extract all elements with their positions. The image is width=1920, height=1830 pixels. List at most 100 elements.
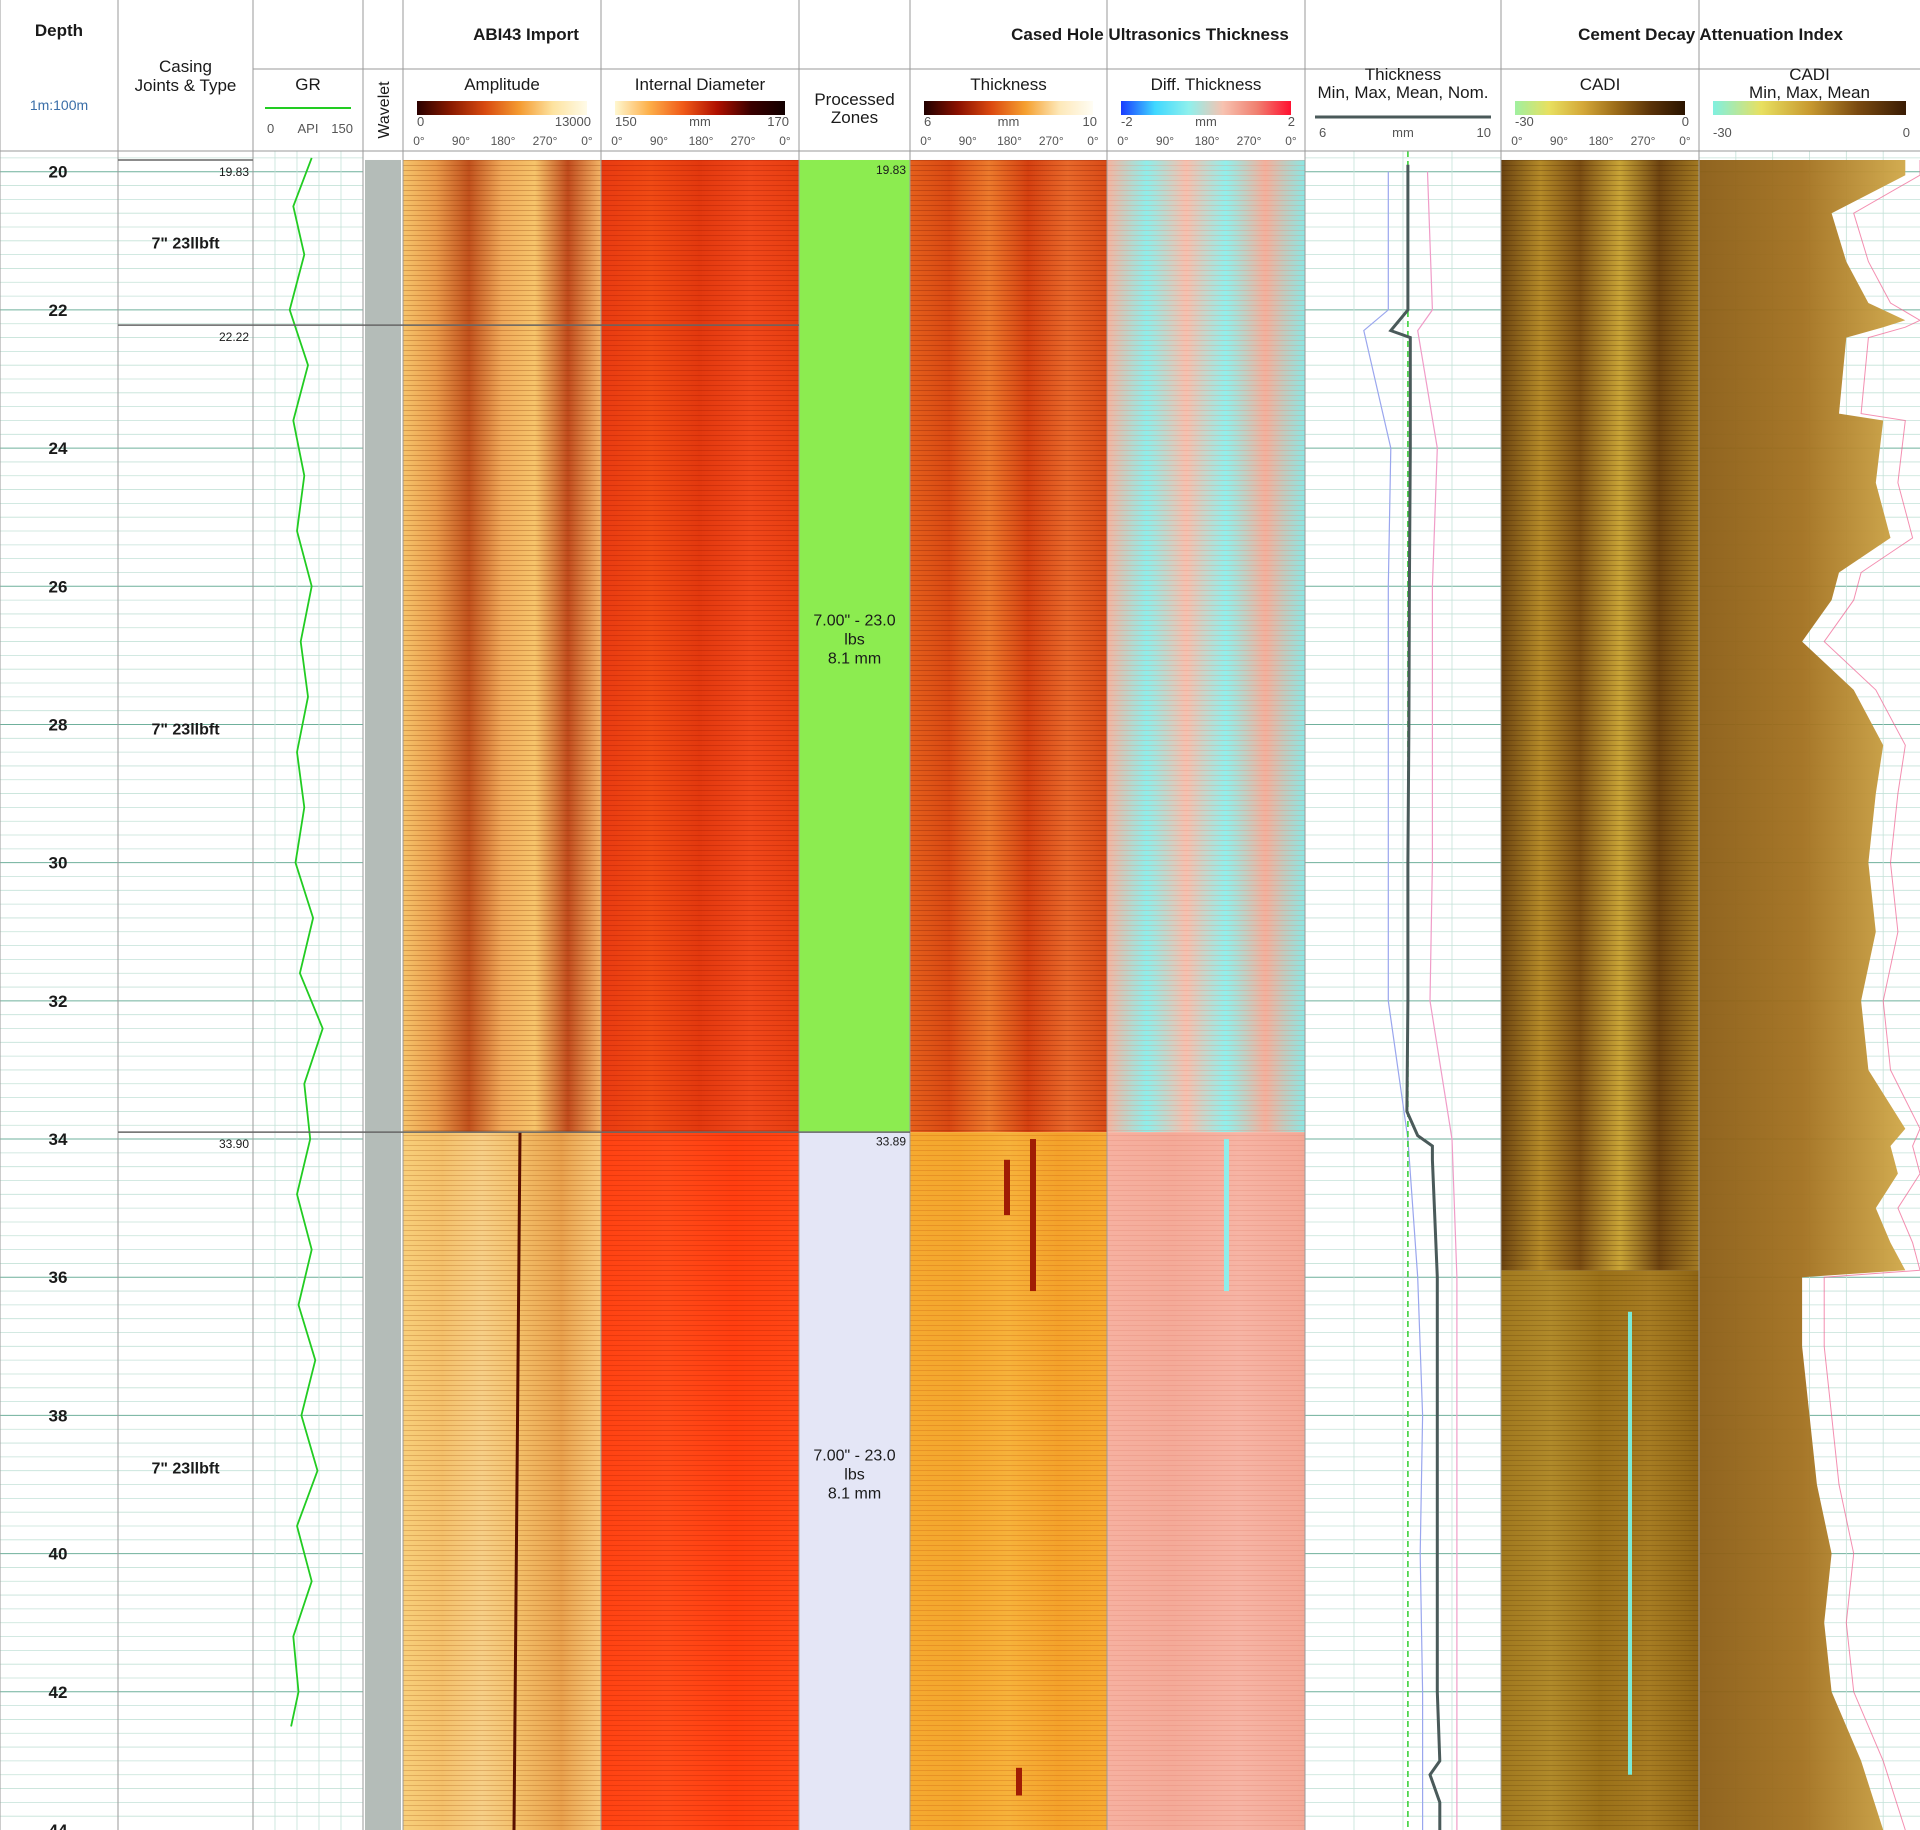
wavelet-fill (365, 159, 401, 1830)
thickness-image-upper-texture (910, 159, 1107, 1133)
processed-zone-2 (799, 1131, 910, 1830)
processed-zone-1 (799, 159, 910, 1132)
scale-unit-gr: API (298, 121, 319, 136)
azimuth-label-cadi_img: 0° (1679, 134, 1691, 148)
depth-label: 38 (49, 1406, 68, 1425)
track-title-pz: Processed (814, 90, 894, 109)
amplitude-image-lower-texture (403, 1132, 601, 1830)
track-title-pz: Zones (831, 108, 878, 127)
azimuth-label-id: 270° (731, 134, 756, 148)
track-title-cadi_img: CADI (1580, 75, 1621, 94)
depth-label: 28 (49, 715, 68, 734)
scale-left-amp: 0 (417, 114, 424, 129)
azimuth-label-dthk: 0° (1285, 134, 1297, 148)
azimuth-label-id: 0° (779, 134, 791, 148)
azimuth-label-dthk: 0° (1117, 134, 1129, 148)
processed-zone-desc: 7.00" - 23.0 (813, 613, 895, 630)
depth-scale: 1m:100m (30, 97, 88, 113)
internal-diameter-image-lower-texture (601, 1132, 799, 1830)
azimuth-label-thk: 270° (1039, 134, 1064, 148)
cadi-image-upper-texture (1501, 159, 1699, 1271)
scale-left-tcurves: 6 (1319, 125, 1326, 140)
track-title-tcurves: Thickness (1365, 65, 1442, 84)
colorbar-cadi_curves (1713, 101, 1906, 115)
scale-right-gr: 150 (331, 121, 353, 136)
internal-diameter-image-upper-texture (601, 159, 799, 1133)
depth-label: 20 (49, 163, 68, 182)
group-title-cadi: Cement Decay Attenuation Index (1578, 25, 1843, 44)
group-title-chut: Cased Hole Ultrasonics Thickness (1011, 25, 1289, 44)
thickness-curve-vgrid (1353, 151, 1453, 1830)
processed-zone-desc: lbs (844, 1467, 864, 1484)
colorbar-thk (924, 101, 1093, 115)
thickness-mean-curve (1388, 164, 1442, 1830)
azimuth-label-id: 90° (650, 134, 668, 148)
colorbar-amp (417, 101, 587, 115)
gr-vgrid (274, 151, 342, 1830)
casing-subtitle: Joints & Type (135, 76, 237, 95)
depth-label: 34 (49, 1130, 68, 1149)
colorbar-cadi_img (1515, 101, 1685, 115)
track-title-cadi_curves: CADI (1789, 65, 1830, 84)
thickness-min-curve (1363, 171, 1424, 1830)
gr-curve (288, 157, 324, 1727)
amplitude-image-upper-texture (403, 159, 601, 1133)
scale-unit-tcurves: mm (1392, 125, 1414, 140)
scale-unit-dthk: mm (1195, 114, 1217, 129)
track-title-gr: GR (295, 75, 321, 94)
azimuth-label-thk: 90° (959, 134, 977, 148)
azimuth-label-cadi_img: 270° (1631, 134, 1656, 148)
depth-label: 44 (49, 1821, 68, 1830)
processed-zone-desc: 8.1 mm (828, 1486, 881, 1503)
scale-right-cadi_img: 0 (1682, 114, 1689, 129)
track-title-tcurves: Min, Max, Mean, Nom. (1318, 83, 1489, 102)
scale-unit-thk: mm (998, 114, 1020, 129)
diff-thickness-image-lower-texture (1107, 1132, 1305, 1830)
azimuth-label-cadi_img: 0° (1511, 134, 1523, 148)
colorbar-id (615, 101, 785, 115)
thickness-defect-mark (1004, 1159, 1010, 1216)
azimuth-label-amp: 90° (452, 134, 470, 148)
casing-grid (118, 157, 253, 1817)
azimuth-label-thk: 0° (1087, 134, 1099, 148)
curve-layer (288, 151, 1920, 1830)
depth-label: 30 (49, 854, 68, 873)
track-title-amp: Amplitude (464, 75, 540, 94)
depth-label: 32 (49, 992, 68, 1011)
processed-zone-desc: 7.00" - 23.0 (813, 1448, 895, 1465)
azimuth-label-cadi_img: 90° (1550, 134, 1568, 148)
depth-label: 40 (49, 1545, 68, 1564)
thickness-defect-mark (1030, 1139, 1036, 1292)
scale-left-id: 150 (615, 114, 637, 129)
cadi-cyan-streak (1628, 1311, 1632, 1775)
casing-joint-type: 7" 23llbft (151, 722, 220, 739)
depth-label: 24 (49, 439, 68, 458)
diff-thickness-cyan-streak (1224, 1139, 1229, 1292)
scale-right-tcurves: 10 (1477, 125, 1491, 140)
casing-joint-top-label: 19.83 (219, 165, 249, 179)
depth-label: 22 (49, 301, 68, 320)
log-image-layer (0, 151, 1920, 1830)
azimuth-label-amp: 180° (491, 134, 516, 148)
azimuth-label-thk: 0° (920, 134, 932, 148)
processed-zone-desc: lbs (844, 632, 864, 649)
label-layer: 19.83 7.00" - 23.0 lbs 8.1 mm 33.89 7.00" - 2… (30, 21, 1910, 1830)
azimuth-label-dthk: 90° (1156, 134, 1174, 148)
casing-title: Casing (159, 57, 212, 76)
depth-label: 42 (49, 1683, 68, 1702)
scale-left-gr: 0 (267, 121, 274, 136)
thickness-defect-mark (1016, 1767, 1022, 1796)
scale-left-thk: 6 (924, 114, 931, 129)
casing-joint-top-label: 22.22 (219, 330, 249, 344)
casing-joint-type: 7" 23llbft (151, 236, 220, 253)
group-title-abi: ABI43 Import (473, 25, 579, 44)
azimuth-label-dthk: 180° (1195, 134, 1220, 148)
scale-right-thk: 10 (1083, 114, 1097, 129)
processed-zone-top-label: 19.83 (876, 163, 906, 177)
azimuth-label-amp: 0° (413, 134, 425, 148)
track-title-cadi_curves: Min, Max, Mean (1749, 83, 1870, 102)
scale-left-dthk: -2 (1121, 114, 1133, 129)
depth-title: Depth (35, 21, 83, 40)
